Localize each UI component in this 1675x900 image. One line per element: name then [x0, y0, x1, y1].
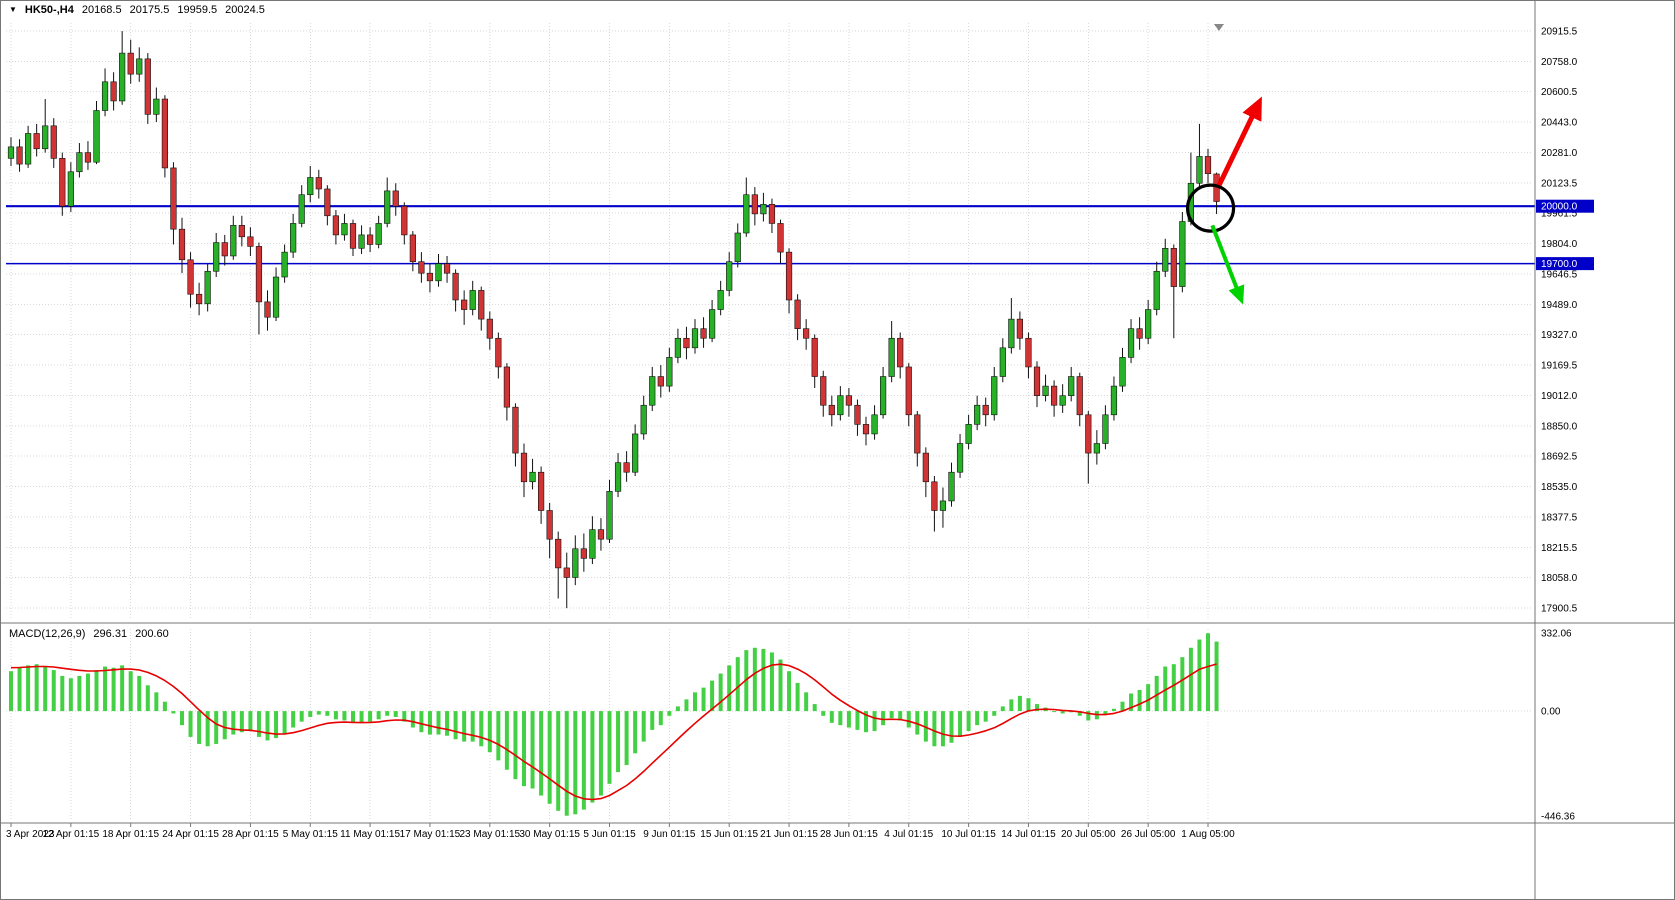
- price-tag-19700.0: 19700.0: [1536, 257, 1594, 271]
- macd-signal-value: 200.60: [135, 628, 169, 640]
- symbol-overlay: ▼ HK50-,H4 20168.5 20175.5 19959.5 20024…: [9, 4, 265, 16]
- svg-text:19646.5: 19646.5: [1541, 269, 1578, 280]
- svg-text:18692.5: 18692.5: [1541, 452, 1578, 463]
- svg-text:-446.36: -446.36: [1541, 811, 1575, 822]
- svg-text:9 Jun 01:15: 9 Jun 01:15: [643, 829, 696, 840]
- macd-main-value: 296.31: [93, 628, 128, 640]
- ohlc-high-value: 20175.5: [129, 4, 170, 16]
- svg-text:19169.5: 19169.5: [1541, 361, 1578, 372]
- svg-text:14 Jul 01:15: 14 Jul 01:15: [1001, 829, 1056, 840]
- breakout-circle[interactable]: [1185, 183, 1236, 233]
- svg-text:4 Jul 01:15: 4 Jul 01:15: [884, 829, 933, 840]
- symbol-timeframe-label: HK50-,H4: [24, 4, 74, 16]
- ohlc-close-value: 20024.5: [225, 4, 265, 16]
- grid-layer: [6, 23, 1533, 819]
- svg-text:0.00: 0.00: [1541, 707, 1561, 718]
- svg-text:28 Apr 01:15: 28 Apr 01:15: [222, 829, 279, 840]
- svg-text:20000.0: 20000.0: [1541, 202, 1578, 213]
- svg-text:11 May 01:15: 11 May 01:15: [340, 829, 400, 840]
- macd-layer: [9, 633, 1219, 816]
- svg-text:15 Jun 01:15: 15 Jun 01:15: [700, 829, 758, 840]
- svg-text:19489.0: 19489.0: [1541, 300, 1578, 311]
- svg-text:3 Apr 2023: 3 Apr 2023: [6, 829, 55, 840]
- svg-text:1 Aug 05:00: 1 Aug 05:00: [1181, 829, 1235, 840]
- svg-text:19327.0: 19327.0: [1541, 330, 1578, 341]
- symbol-dropdown-icon[interactable]: ▼: [9, 5, 17, 14]
- svg-text:17900.5: 17900.5: [1541, 604, 1578, 615]
- svg-text:18377.5: 18377.5: [1541, 512, 1578, 523]
- svg-text:332.06: 332.06: [1541, 629, 1572, 640]
- candles-layer: [7, 31, 1220, 609]
- svg-text:5 May 01:15: 5 May 01:15: [283, 829, 338, 840]
- macd-indicator-label: MACD(12,26,9) 296.31 200.60: [9, 628, 169, 640]
- macd-name: MACD(12,26,9): [9, 628, 86, 640]
- svg-text:12 Apr 01:15: 12 Apr 01:15: [42, 829, 99, 840]
- price-tag-20000.0: 20000.0: [1536, 199, 1594, 213]
- green-down-arrow[interactable]: [1210, 224, 1245, 305]
- svg-text:19961.5: 19961.5: [1541, 209, 1578, 220]
- svg-text:18 Apr 01:15: 18 Apr 01:15: [102, 829, 159, 840]
- svg-text:19012.0: 19012.0: [1541, 391, 1578, 402]
- svg-text:26 Jul 05:00: 26 Jul 05:00: [1121, 829, 1176, 840]
- svg-text:24 Apr 01:15: 24 Apr 01:15: [162, 829, 219, 840]
- svg-text:23 May 01:15: 23 May 01:15: [459, 829, 520, 840]
- svg-text:20 Jul 05:00: 20 Jul 05:00: [1061, 829, 1116, 840]
- svg-text:20443.0: 20443.0: [1541, 118, 1578, 129]
- svg-text:20600.5: 20600.5: [1541, 87, 1578, 98]
- svg-text:17 May 01:15: 17 May 01:15: [400, 829, 461, 840]
- svg-text:18215.5: 18215.5: [1541, 543, 1578, 554]
- annotations-layer[interactable]: [1185, 96, 1262, 305]
- svg-text:20758.0: 20758.0: [1541, 57, 1578, 68]
- svg-text:21 Jun 01:15: 21 Jun 01:15: [760, 829, 818, 840]
- ohlc-low-value: 19959.5: [177, 4, 218, 16]
- ohlc-open-value: 20168.5: [81, 4, 122, 16]
- svg-text:28 Jun 01:15: 28 Jun 01:15: [820, 829, 878, 840]
- svg-text:20915.5: 20915.5: [1541, 27, 1578, 38]
- svg-text:30 May 01:15: 30 May 01:15: [519, 829, 580, 840]
- macd-axis[interactable]: 332.06 0.00 -446.36: [1541, 629, 1575, 823]
- chart-shift-marker-icon[interactable]: [1214, 24, 1224, 31]
- svg-text:18535.0: 18535.0: [1541, 482, 1578, 493]
- svg-text:19700.0: 19700.0: [1541, 259, 1578, 270]
- svg-text:10 Jul 01:15: 10 Jul 01:15: [941, 829, 996, 840]
- svg-text:20123.5: 20123.5: [1541, 178, 1578, 189]
- svg-text:18850.0: 18850.0: [1541, 421, 1578, 432]
- svg-text:20281.0: 20281.0: [1541, 148, 1578, 159]
- svg-text:5 Jun 01:15: 5 Jun 01:15: [583, 829, 636, 840]
- price-axis[interactable]: 20915.5 20758.0 20600.5 20443.0 20281.0 20123…: [1536, 27, 1594, 615]
- svg-text:18058.0: 18058.0: [1541, 573, 1578, 584]
- red-up-arrow[interactable]: [1216, 96, 1262, 187]
- svg-text:19804.0: 19804.0: [1541, 239, 1578, 250]
